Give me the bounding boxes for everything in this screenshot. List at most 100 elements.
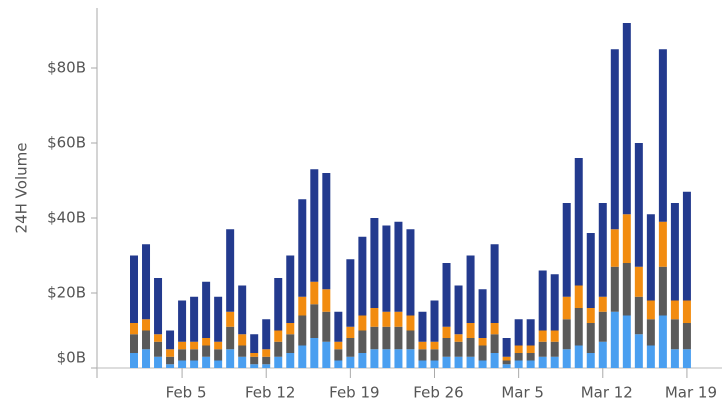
bar-segment bbox=[382, 225, 391, 312]
bar-segment bbox=[430, 360, 439, 368]
bar-segment bbox=[130, 255, 138, 323]
bar-segment bbox=[154, 341, 163, 357]
bar-segment bbox=[382, 326, 391, 350]
bar-segment bbox=[550, 330, 559, 342]
bar-segment bbox=[154, 356, 163, 368]
bar-segment bbox=[514, 319, 523, 346]
y-axis-label: 24H Volume bbox=[13, 143, 31, 234]
bar-segment bbox=[538, 356, 547, 368]
bar-segment bbox=[178, 349, 187, 361]
bar-segment bbox=[490, 244, 499, 323]
bar-segment bbox=[550, 356, 559, 368]
x-tick-label: Feb 19 bbox=[329, 384, 379, 402]
bar-segment bbox=[682, 349, 691, 368]
bar-segment bbox=[166, 330, 175, 350]
bar-segment bbox=[610, 49, 619, 230]
bar-segment bbox=[670, 203, 679, 301]
bar-segment bbox=[670, 319, 679, 350]
y-tick-label: $20B bbox=[47, 284, 86, 302]
bar-segment bbox=[550, 274, 559, 331]
bar-segment bbox=[502, 364, 511, 368]
bar-segment bbox=[562, 319, 571, 350]
bar-segment bbox=[274, 356, 283, 368]
bar-segment bbox=[214, 349, 223, 361]
bar-segment bbox=[226, 349, 235, 368]
bar-segment bbox=[490, 353, 499, 368]
bar-segment bbox=[586, 323, 595, 353]
bar-segment bbox=[610, 311, 619, 368]
bar-segment bbox=[262, 319, 271, 350]
bar-segment bbox=[562, 296, 571, 320]
bar-segment bbox=[622, 214, 631, 263]
bar-segment bbox=[610, 266, 619, 312]
bar-segment bbox=[514, 345, 523, 353]
bar-segment bbox=[358, 353, 367, 368]
bar-segment bbox=[370, 326, 379, 350]
bar-segment bbox=[322, 289, 331, 312]
bar-segment bbox=[478, 345, 487, 361]
bar-segment bbox=[142, 319, 151, 331]
y-tick-label: $40B bbox=[47, 209, 86, 227]
bar-segment bbox=[322, 173, 331, 290]
bar-segment bbox=[670, 300, 679, 320]
bar-segment bbox=[586, 308, 595, 323]
bar-segment bbox=[454, 334, 463, 342]
bar-segment bbox=[226, 326, 235, 350]
bar-segment bbox=[262, 349, 271, 357]
bar-segment bbox=[538, 330, 547, 342]
bar-segment bbox=[166, 349, 175, 357]
bar-segment bbox=[526, 319, 535, 346]
bar-segment bbox=[394, 326, 403, 350]
bar-segment bbox=[286, 323, 295, 335]
bar-segment bbox=[598, 341, 607, 368]
bar-segment bbox=[250, 364, 259, 368]
bar-segment bbox=[190, 341, 199, 350]
bar-segment bbox=[682, 323, 691, 350]
bar-segment bbox=[298, 199, 307, 297]
x-tick-label: Mar 12 bbox=[581, 384, 633, 402]
bar-segment bbox=[238, 356, 247, 368]
bar-segment bbox=[370, 218, 379, 308]
bar-segment bbox=[274, 330, 283, 342]
bar-segment bbox=[538, 270, 547, 331]
bar-segment bbox=[466, 338, 475, 357]
bar-segment bbox=[322, 341, 331, 368]
bar-segment bbox=[298, 315, 307, 346]
bar-segment bbox=[634, 334, 643, 368]
bar-segment bbox=[154, 278, 163, 335]
bar-segment bbox=[298, 296, 307, 316]
y-tick-label: $80B bbox=[47, 59, 86, 77]
bar-segment bbox=[274, 278, 283, 331]
bar-segment bbox=[346, 326, 355, 338]
bar-segment bbox=[322, 311, 331, 342]
bar-segment bbox=[286, 353, 295, 368]
bar-segment bbox=[142, 349, 151, 368]
bar-segment bbox=[238, 285, 247, 335]
bar-segment bbox=[334, 360, 343, 368]
bar-segment bbox=[502, 356, 511, 361]
bar-segment bbox=[418, 341, 427, 350]
bar-segment bbox=[262, 364, 271, 368]
bar-segment bbox=[286, 334, 295, 353]
bar-segment bbox=[466, 323, 475, 338]
bar-segment bbox=[226, 311, 235, 327]
y-tick-label: $0B bbox=[57, 349, 86, 367]
bar-segment bbox=[262, 356, 271, 365]
x-tick-label: Feb 26 bbox=[413, 384, 463, 402]
bar-segment bbox=[622, 263, 631, 316]
bar-segment bbox=[406, 330, 415, 350]
bar-segment bbox=[202, 281, 211, 338]
bar-segment bbox=[502, 360, 511, 365]
bar-segment bbox=[142, 330, 151, 350]
bar-segment bbox=[142, 244, 151, 320]
bar-segment bbox=[190, 349, 199, 361]
bar-segment bbox=[670, 349, 679, 368]
bar-segment bbox=[130, 323, 138, 335]
bar-segment bbox=[370, 308, 379, 327]
bar-segment bbox=[646, 345, 655, 368]
bar-segment bbox=[598, 296, 607, 312]
bar-segment bbox=[334, 341, 343, 350]
bar-segment bbox=[358, 236, 367, 316]
y-tick-label: $60B bbox=[47, 134, 86, 152]
bar-segment bbox=[490, 323, 499, 335]
